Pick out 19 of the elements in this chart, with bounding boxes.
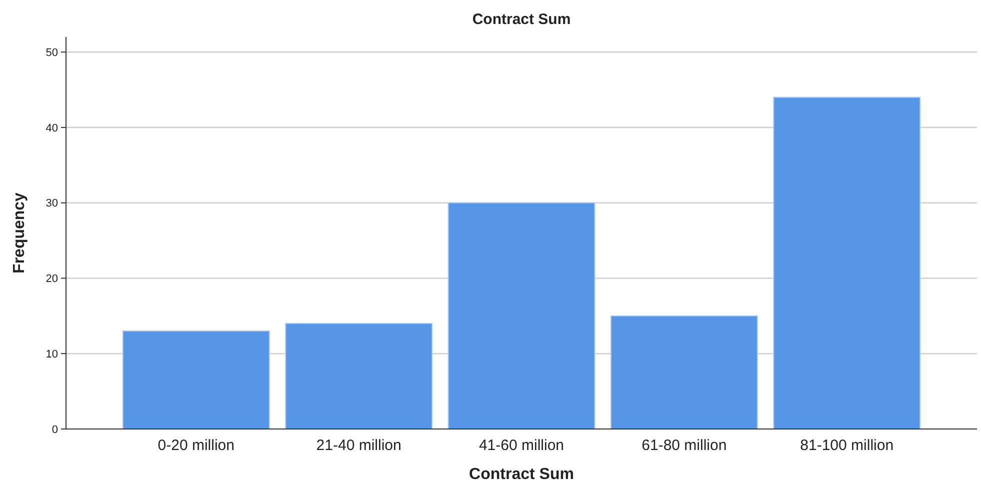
bar <box>448 202 596 430</box>
x-tick-label: 81-100 million <box>800 437 894 454</box>
x-tick-label: 61-80 million <box>642 437 727 454</box>
y-tick-label: 30 <box>46 198 58 210</box>
bar <box>610 315 758 430</box>
y-axis-title: Frequency <box>11 192 28 274</box>
bar <box>122 330 270 430</box>
y-tick-label: 50 <box>46 46 58 59</box>
x-axis-title: Contract Sum <box>469 466 574 483</box>
y-tick-label: 10 <box>46 348 58 360</box>
y-tick-label: 40 <box>46 122 58 134</box>
bar <box>773 96 921 430</box>
chart-title: Contract Sum <box>472 11 571 28</box>
bar <box>285 322 433 430</box>
y-tick-label: 0 <box>52 424 58 436</box>
y-tick-label: 20 <box>46 273 58 286</box>
x-tick-label: 41-60 million <box>478 437 564 454</box>
x-tick-label: 0-20 million <box>158 437 234 454</box>
x-tick-label: 21-40 million <box>316 437 402 454</box>
